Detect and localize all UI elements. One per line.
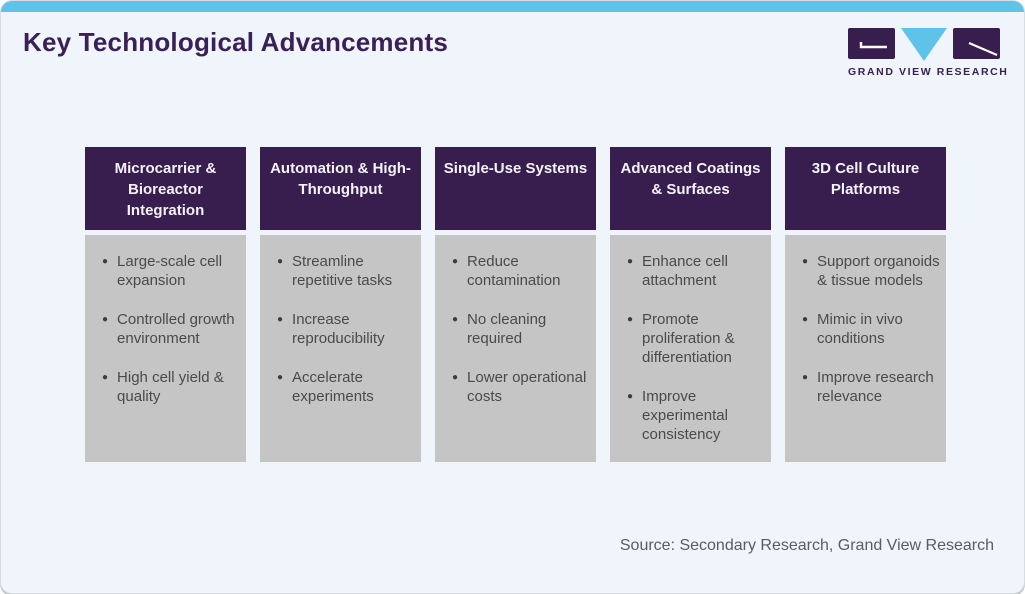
column-body: ● Large-scale cell expansion ● Controlled … — [85, 235, 246, 462]
bullet-icon: ● — [452, 314, 459, 325]
list-item: ● Promote proliferation & differentiation — [627, 310, 765, 367]
bullet-list: ● Streamline repetitive tasks ● Increase r… — [277, 252, 415, 406]
column-single-use-systems: Single-Use Systems ● Reduce contamination… — [435, 147, 596, 462]
bullet-icon: ● — [627, 256, 634, 267]
page-title: Key Technological Advancements — [23, 27, 449, 57]
bullet-icon: ● — [102, 372, 109, 383]
list-item: ● Controlled growth environment — [102, 310, 240, 348]
source-note: Source: Secondary Research, Grand View R… — [619, 537, 994, 554]
list-item-label: Streamline repetitive tasks — [292, 253, 393, 289]
list-item-label: Enhance cell attachment — [642, 253, 728, 289]
bullet-icon: ● — [277, 372, 284, 383]
column-header: Advanced Coatings & Surfaces — [610, 147, 771, 230]
list-item: ● Large-scale cell expansion — [102, 252, 240, 290]
bullet-list: ● Support organoids & tissue models ● Mimi… — [802, 252, 940, 406]
list-item: ● Lower operational costs — [452, 368, 590, 406]
column-header: Microcarrier & Bioreactor Integration — [85, 147, 246, 230]
list-item-label: Increase reproducibility — [292, 311, 385, 347]
bullet-icon: ● — [452, 256, 459, 267]
bullet-icon: ● — [102, 314, 109, 325]
list-item: ● Support organoids & tissue models — [802, 252, 940, 290]
list-item: ● Accelerate experiments — [277, 368, 415, 406]
bullet-icon: ● — [802, 314, 809, 325]
column-body: ● Support organoids & tissue models ● Mimi… — [785, 235, 946, 462]
bullet-list: ● Enhance cell attachment ● Promote prolif… — [627, 252, 765, 444]
column-body: ● Reduce contamination ● No cleaning requi… — [435, 235, 596, 462]
list-item: ● Improve research relevance — [802, 368, 940, 406]
bullet-icon: ● — [277, 314, 284, 325]
list-item-label: Large-scale cell expansion — [117, 253, 223, 289]
column-header: Single-Use Systems — [435, 147, 596, 230]
bullet-icon: ● — [802, 256, 809, 267]
bullet-icon: ● — [627, 314, 634, 325]
list-item-label: Mimic in vivo conditions — [817, 311, 903, 347]
top-accent-bar — [1, 1, 1024, 12]
logo-wordmark: GRAND VIEW RESEARCH — [848, 66, 1009, 78]
column-body: ● Streamline repetitive tasks ● Increase r… — [260, 235, 421, 462]
list-item-label: No cleaning required — [467, 311, 547, 347]
list-item-label: Controlled growth environment — [117, 311, 235, 347]
list-item-label: Improve research relevance — [817, 369, 934, 405]
column-header: Automation & High-Throughput — [260, 147, 421, 230]
list-item-label: Support organoids & tissue models — [817, 253, 940, 289]
list-item: ● Increase reproducibility — [277, 310, 415, 348]
column-3d-cell-culture-platforms: 3D Cell Culture Platforms ● Support organ… — [785, 147, 946, 462]
list-item: ● No cleaning required — [452, 310, 590, 348]
list-item: ● Enhance cell attachment — [627, 252, 765, 290]
list-item: ● Reduce contamination — [452, 252, 590, 290]
column-body: ● Enhance cell attachment ● Promote prolif… — [610, 235, 771, 462]
column-automation-high-throughput: Automation & High-Throughput ● Streamline… — [260, 147, 421, 462]
gvr-logo-icon — [848, 28, 1000, 61]
list-item-label: Lower operational costs — [467, 369, 587, 405]
list-item: ● Streamline repetitive tasks — [277, 252, 415, 290]
list-item: ● Improve experimental consistency — [627, 387, 765, 444]
bullet-icon: ● — [627, 391, 634, 402]
bullet-icon: ● — [102, 256, 109, 267]
column-header: 3D Cell Culture Platforms — [785, 147, 946, 230]
advancements-board: Microcarrier & Bioreactor Integration ● L… — [85, 147, 946, 462]
list-item: ● Mimic in vivo conditions — [802, 310, 940, 348]
list-item: ● High cell yield & quality — [102, 368, 240, 406]
bullet-icon: ● — [802, 372, 809, 383]
list-item-label: Improve experimental consistency — [642, 388, 728, 443]
bullet-icon: ● — [452, 372, 459, 383]
list-item-label: Accelerate experiments — [292, 369, 374, 405]
grand-view-research-logo: GRAND VIEW RESEARCH — [848, 28, 1009, 78]
bullet-icon: ● — [277, 256, 284, 267]
list-item-label: Reduce contamination — [467, 253, 561, 289]
column-advanced-coatings-surfaces: Advanced Coatings & Surfaces ● Enhance ce… — [610, 147, 771, 462]
list-item-label: Promote proliferation & differentiation — [642, 311, 735, 366]
column-microcarrier-bioreactor: Microcarrier & Bioreactor Integration ● L… — [85, 147, 246, 462]
bullet-list: ● Large-scale cell expansion ● Controlled … — [102, 252, 240, 406]
list-item-label: High cell yield & quality — [117, 369, 224, 405]
bullet-list: ● Reduce contamination ● No cleaning requi… — [452, 252, 590, 406]
